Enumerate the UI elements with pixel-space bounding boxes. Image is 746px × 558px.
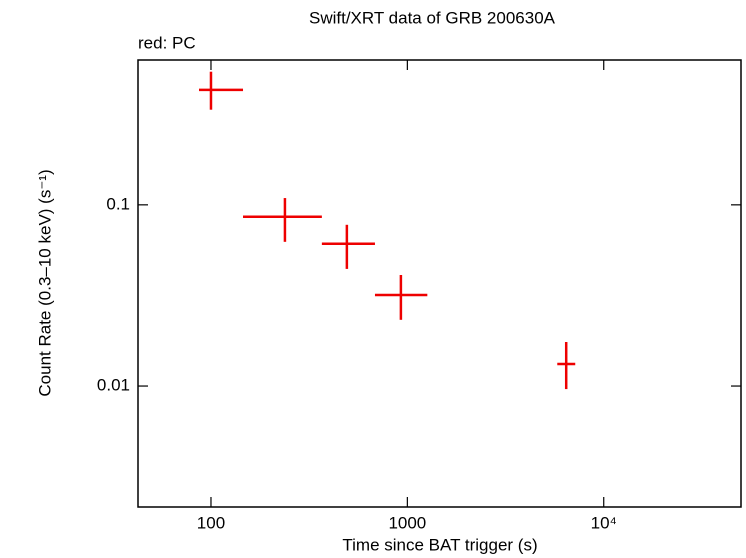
y-tick-label: 0.1 [106, 194, 130, 213]
x-axis-label: Time since BAT trigger (s) [342, 535, 537, 554]
chart-title: Swift/XRT data of GRB 200630A [309, 8, 556, 27]
chart-subtitle: red: PC [138, 33, 196, 52]
x-tick-label: 100 [197, 513, 225, 532]
y-axis-label: Count Rate (0.3–10 keV) (s⁻¹) [35, 169, 54, 396]
y-tick-label: 0.01 [97, 376, 130, 395]
plot-frame [137, 59, 742, 508]
x-tick-label: 1000 [388, 513, 426, 532]
x-tick-label: 10⁴ [591, 513, 617, 532]
